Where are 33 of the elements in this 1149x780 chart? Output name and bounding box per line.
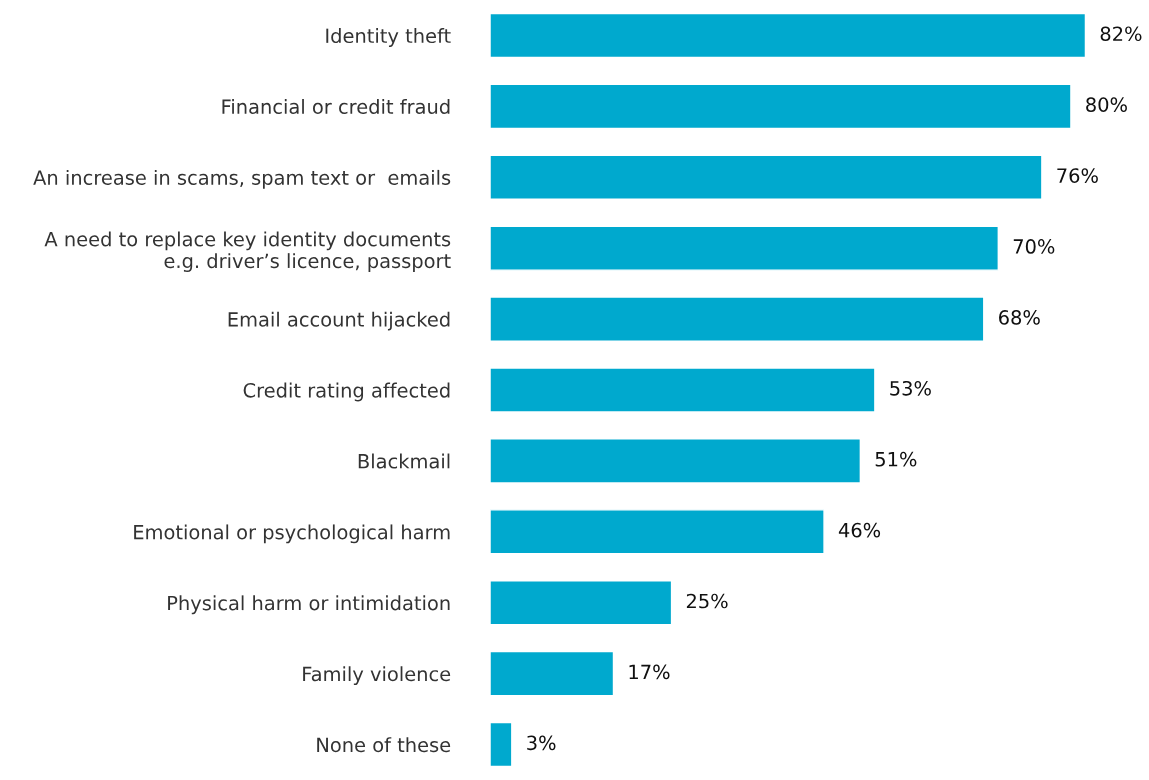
data-label: 68% [999,310,1040,325]
bar [490,650,615,697]
y-tick-label: Family violence [303,666,451,686]
data-label: 76% [1057,168,1098,183]
bar [490,438,862,484]
bar [490,83,1072,130]
y-tick-label: Emotional or psychological harm [134,524,450,544]
data-label: 25% [686,593,728,609]
bar [490,154,1043,200]
bar [490,509,825,555]
data-label: 70% [1013,239,1055,254]
y-tick-label: An increase in scams, spam text or emails [33,169,451,189]
data-label: 80% [1086,97,1127,113]
y-tick-label: Identity theft [326,28,451,47]
data-label: 82% [1100,26,1142,42]
data-label: 3% [527,735,556,751]
y-tick-label: Financial or credit fraud [222,98,450,115]
bar [490,721,513,768]
data-label: 51% [875,451,917,467]
bar [490,225,1000,271]
bar [490,580,673,626]
y-tick-label: Credit rating affected [243,382,450,402]
y-tick-label: Email account hijacked [228,311,450,331]
bar [490,296,985,342]
bar [490,12,1087,59]
y-tick-label: None of these [317,737,451,753]
data-label: 46% [838,522,881,538]
data-label: 53% [890,380,931,396]
y-tick-label: Physical harm or intimidation [168,595,450,615]
y-tick-label: Blackmail [358,453,450,469]
bar [490,367,876,413]
data-label: 17% [629,664,670,680]
y-tick-label: A need to replace key identity documents e.g. driver’s licence, passport [44,231,451,272]
